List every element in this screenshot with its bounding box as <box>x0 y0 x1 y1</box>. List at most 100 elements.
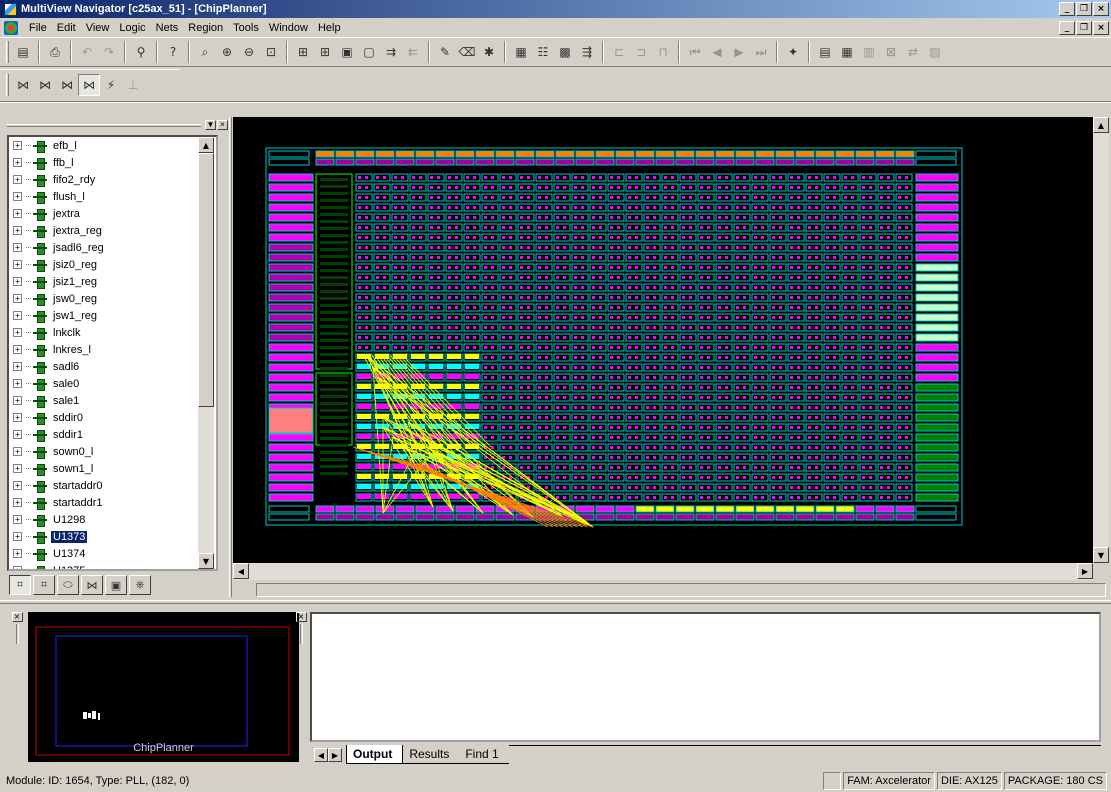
tree-scroll-down-button[interactable]: ▼ <box>198 553 214 569</box>
expand-icon[interactable]: + <box>13 515 22 524</box>
overview-view-rectangle[interactable] <box>55 635 248 747</box>
tree-item[interactable]: + jextra <box>9 205 199 222</box>
tree-item[interactable]: + lnkclk <box>9 324 199 341</box>
overview-close-button[interactable]: × <box>11 612 23 622</box>
tab-scroll-left-button[interactable]: ◀ <box>314 748 328 762</box>
restore-button[interactable]: ❐ <box>1076 2 1092 16</box>
database-icon[interactable]: ▤ <box>17 45 29 59</box>
expand-icon[interactable]: + <box>13 311 22 320</box>
chip-planner-canvas[interactable] <box>233 117 1093 563</box>
undo-icon[interactable]: ↶ <box>81 45 93 59</box>
expand-icon[interactable]: + <box>13 362 22 371</box>
first-icon[interactable]: ⏮ <box>689 44 701 59</box>
tree-item[interactable]: + flush_l <box>9 188 199 205</box>
zoom-fit-icon[interactable]: ⊡ <box>265 45 277 59</box>
expand-icon[interactable]: + <box>13 481 22 490</box>
tree-item[interactable]: + sale1 <box>9 392 199 409</box>
child-restore-button[interactable]: ❐ <box>1076 21 1092 35</box>
tab-find-1[interactable]: Find 1 <box>459 745 509 764</box>
canvas-scroll-down-button[interactable]: ▼ <box>1093 547 1109 563</box>
next-icon[interactable]: ▶ <box>734 45 744 59</box>
expand-icon[interactable]: + <box>13 430 22 439</box>
horizontal-splitter[interactable] <box>0 600 1111 604</box>
net-filter-2-icon[interactable]: ⋈ <box>39 77 51 92</box>
nets-tab-icon[interactable]: ⋈ <box>81 575 103 595</box>
tab-scroll-right-button[interactable]: ▶ <box>328 748 342 762</box>
hierarchy-icon[interactable]: ⌗ <box>9 575 31 595</box>
tab-results[interactable]: Results <box>403 745 460 764</box>
expand-icon[interactable]: + <box>13 158 22 167</box>
expand-icon[interactable]: + <box>13 243 22 252</box>
output-window[interactable] <box>310 612 1101 742</box>
expand-icon[interactable]: + <box>13 294 22 303</box>
tree-panel-close-button[interactable]: × <box>217 120 228 130</box>
expand-icon[interactable]: + <box>13 464 22 473</box>
expand-icon[interactable]: + <box>13 379 22 388</box>
cell-icon[interactable]: ▤ <box>819 45 831 59</box>
layout-icon[interactable]: ☷ <box>537 45 549 59</box>
expand-icon[interactable]: + <box>13 498 22 507</box>
unassign-icon[interactable]: ⇇ <box>407 45 419 59</box>
child-close-button[interactable]: × <box>1093 21 1109 35</box>
print-icon[interactable]: ⎙ <box>50 44 60 59</box>
tree-scrollbar[interactable]: ▲ ▼ <box>198 137 214 569</box>
tree-scroll-up-button[interactable]: ▲ <box>198 137 214 153</box>
pin-icon[interactable]: ⊥ <box>127 77 139 92</box>
swap-icon[interactable]: ⇄ <box>907 45 919 59</box>
tree-item[interactable]: + jsadl6_reg <box>9 239 199 256</box>
expand-icon[interactable]: + <box>13 192 22 201</box>
zoom-icon[interactable]: ⌕ <box>201 44 209 59</box>
lock-icon[interactable]: ▣ <box>341 45 353 59</box>
net-filter-4-icon[interactable]: ⋈ <box>78 73 100 96</box>
region-tab-icon[interactable]: ⬭ <box>57 575 79 595</box>
expand-icon[interactable]: + <box>13 141 22 150</box>
tree-item[interactable]: + sown1_l <box>9 460 199 477</box>
menu-tools[interactable]: Tools <box>233 22 259 34</box>
toolbar-grip[interactable] <box>6 73 9 96</box>
expand-icon[interactable]: + <box>13 175 22 184</box>
redo-icon[interactable]: ↷ <box>103 45 115 59</box>
toolbar-grip[interactable] <box>6 41 9 63</box>
child-minimize-button[interactable]: _ <box>1059 21 1075 35</box>
expand-icon[interactable]: + <box>13 260 22 269</box>
tree-item[interactable]: + U1375 <box>9 562 199 569</box>
expand-icon[interactable]: + <box>13 566 22 569</box>
expand-icon[interactable]: + <box>13 413 22 422</box>
menu-edit[interactable]: Edit <box>56 22 76 34</box>
canvas-vscroll[interactable]: ▲ ▼ <box>1093 117 1109 563</box>
tree-item[interactable]: + jsiz0_reg <box>9 256 199 273</box>
macro-tab-icon[interactable]: ▣ <box>105 575 127 595</box>
chip-icon[interactable]: ▦ <box>515 45 527 59</box>
menu-region[interactable]: Region <box>188 22 224 34</box>
tree-item[interactable]: + efb_l <box>9 137 199 154</box>
unlock-icon[interactable]: ▢ <box>363 45 375 59</box>
canvas-scroll-up-button[interactable]: ▲ <box>1093 117 1109 133</box>
mdi-child-icon[interactable] <box>4 21 18 35</box>
tree-item[interactable]: + sddir1 <box>9 426 199 443</box>
pencil-icon[interactable]: ✎ <box>439 45 451 59</box>
tile-icon[interactable]: ▨ <box>929 45 941 59</box>
flylines-icon[interactable]: ⚡ <box>106 77 116 92</box>
canvas-scroll-left-button[interactable]: ◀ <box>233 563 249 579</box>
menu-file[interactable]: File <box>29 22 47 34</box>
grid-icon[interactable]: ▥ <box>863 45 875 59</box>
tree-item[interactable]: + jsw1_reg <box>9 307 199 324</box>
tree-item[interactable]: + fifo2_rdy <box>9 171 199 188</box>
tree-item[interactable]: + startaddr1 <box>9 494 199 511</box>
menu-window[interactable]: Window <box>268 22 308 34</box>
last-icon[interactable]: ⏭ <box>755 44 767 59</box>
table-icon[interactable]: ▦ <box>841 45 853 59</box>
tree-scroll-thumb[interactable] <box>198 153 214 407</box>
help-icon[interactable]: ? <box>169 45 177 59</box>
expand-icon[interactable]: + <box>13 396 22 405</box>
cross-icon[interactable]: ⊠ <box>885 45 897 59</box>
overview-pane[interactable]: ChipPlanner <box>28 612 299 762</box>
prev-icon[interactable]: ◀ <box>712 45 722 59</box>
expand-icon[interactable]: + <box>13 226 22 235</box>
tree-panel-pin-button[interactable]: ▼ <box>205 120 216 130</box>
tree-item[interactable]: + sale0 <box>9 375 199 392</box>
package-tab-icon[interactable]: ⎈ <box>129 575 151 595</box>
tree-item[interactable]: + U1374 <box>9 545 199 562</box>
flat-list-icon[interactable]: ⌗ <box>33 575 55 595</box>
minimize-button[interactable]: _ <box>1059 2 1075 16</box>
